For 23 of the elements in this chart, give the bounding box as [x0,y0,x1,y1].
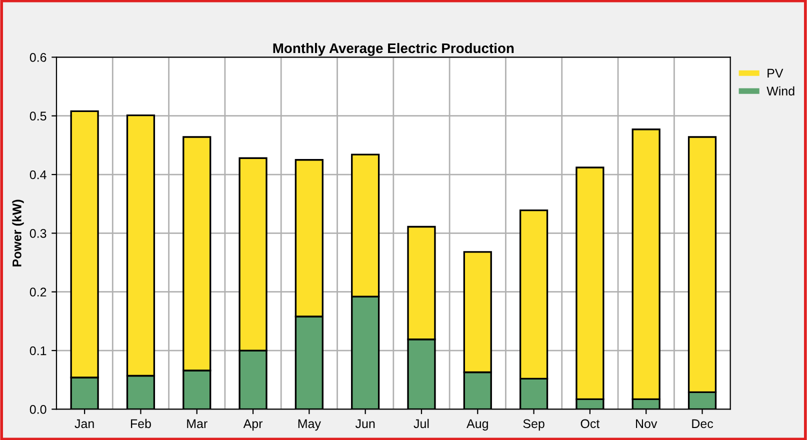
y-axis-title: Power (kW) [12,200,24,266]
x-tick-label: Jan [74,419,94,428]
chart-title: Monthly Average Electric Production [273,42,514,56]
x-tick-label: Nov [636,419,658,428]
x-tick-label: Aug [466,419,488,431]
y-tick-label: 0.3 [30,229,46,238]
x-tick-label: Jun [355,419,375,428]
y-tick-label: 0.6 [30,53,46,62]
y-tick-label: 0.1 [30,346,46,356]
legend-label: Wind [766,86,794,96]
y-tick-label: 0.4 [30,170,46,180]
x-tick-label: Oct [580,419,600,428]
x-tick-label: Jul [414,418,429,428]
x-tick-label: Mar [187,419,208,428]
x-tick-label: Sep [523,419,544,431]
x-tick-label: Feb [130,418,151,428]
y-tick-label: 0.0 [30,405,46,414]
x-tick-label: May [298,419,321,431]
x-tick-label: Dec [692,419,714,428]
x-tick-label: Apr [243,419,263,431]
legend-label: PV [768,68,784,78]
y-tick-label: 0.5 [30,112,46,121]
y-tick-label: 0.2 [30,288,46,297]
